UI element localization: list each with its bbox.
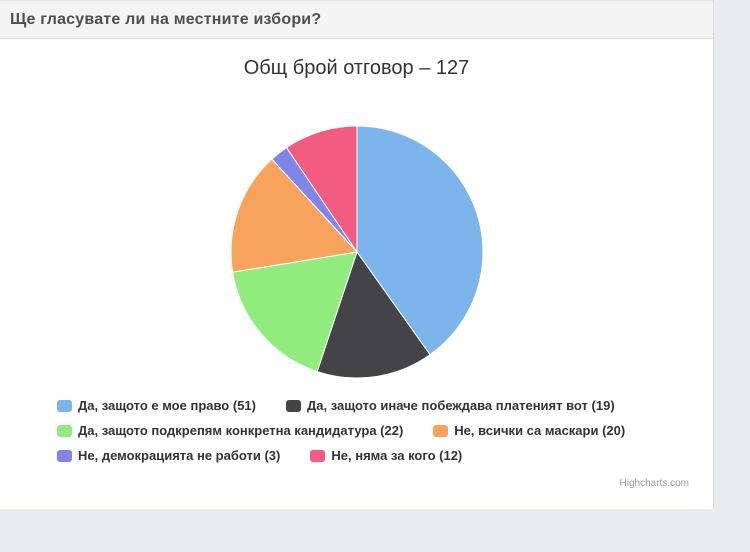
legend-row: Да, защото е мое право (51) Да, защото ин… [57, 398, 655, 414]
highcharts-credit[interactable]: Highcharts.com [619, 478, 689, 489]
chart-legend: Да, защото е мое право (51) Да, защото ин… [57, 398, 655, 473]
legend-item-0[interactable]: Да, защото е мое право (51) [57, 398, 256, 414]
legend-item-3[interactable]: Не, всички са маскари (20) [433, 423, 625, 439]
legend-row: Не, демокрацията не работи (3) Не, няма з… [57, 448, 655, 464]
chart-title: Общ брой отговор – 127 [243, 57, 470, 79]
pie-slice-2[interactable] [232, 251, 358, 373]
pie-chart[interactable] [0, 39, 714, 509]
widget-header: Ще гласувате ли на местните избори? [0, 0, 713, 39]
legend-label: Да, защото е мое право (51) [78, 398, 256, 413]
legend-label: Не, няма за кого (12) [331, 448, 463, 463]
chart-container: Общ брой отговор – 127 Да, защото е мое … [0, 39, 713, 509]
legend-item-4[interactable]: Не, демокрацията не работи (3) [57, 448, 280, 464]
legend-symbol [57, 400, 72, 412]
legend-label: Не, всички са маскари (20) [454, 423, 626, 438]
poll-widget: Ще гласувате ли на местните избори? Общ … [0, 0, 714, 509]
legend-label: Да, защото иначе побеждава платеният вот… [306, 398, 615, 413]
legend-row: Да, защото подкрепям конкретна кандидату… [57, 423, 655, 439]
legend-symbol [433, 425, 449, 437]
pie-slice-1[interactable] [316, 251, 431, 379]
poll-question: Ще гласувате ли на местните избори? [10, 10, 322, 28]
legend-symbol [57, 425, 72, 437]
legend-symbol [285, 400, 301, 412]
legend-symbol [310, 450, 326, 462]
legend-label: Не, демокрацията не работи (3) [78, 448, 281, 463]
legend-symbol [57, 450, 72, 462]
legend-item-5[interactable]: Не, няма за кого (12) [310, 448, 462, 464]
pie-slice-3[interactable] [230, 158, 358, 273]
legend-label: Да, защото подкрепям конкретна кандидату… [78, 423, 404, 438]
pie-slice-5[interactable] [286, 125, 358, 253]
legend-item-1[interactable]: Да, защото иначе побеждава платеният вот… [285, 398, 615, 414]
pie-slice-0[interactable] [356, 125, 484, 356]
legend-item-2[interactable]: Да, защото подкрепям конкретна кандидату… [57, 423, 403, 439]
